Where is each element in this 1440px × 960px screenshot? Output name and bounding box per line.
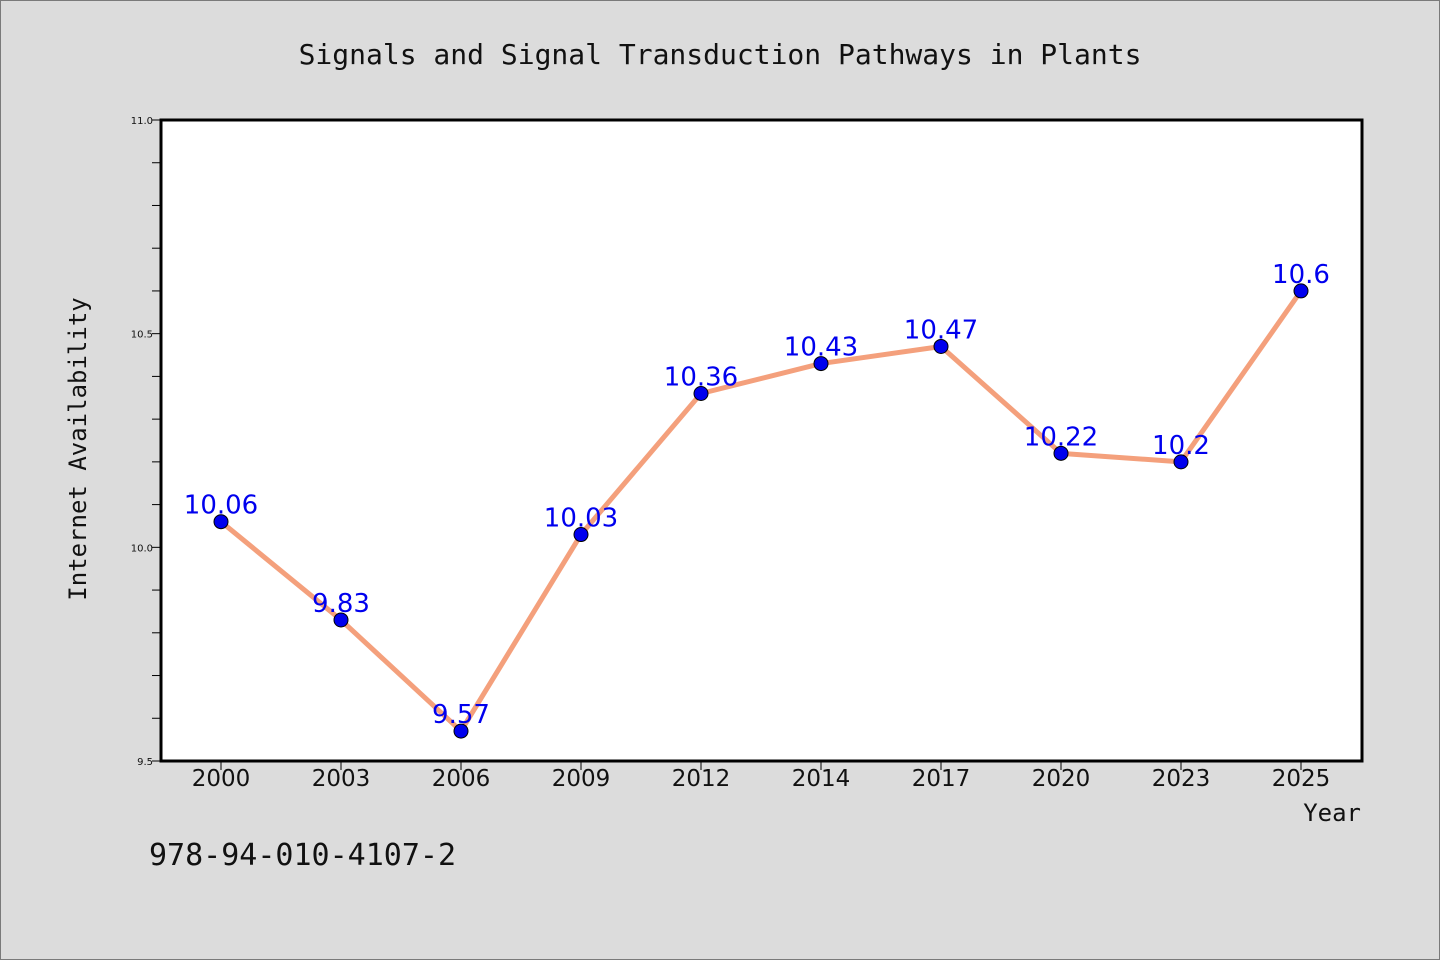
- y-axis-label: Internet Availability: [64, 297, 92, 600]
- x-tick-label: 2009: [552, 766, 611, 792]
- x-tick-label: 2014: [792, 766, 851, 792]
- data-points-group: [213, 283, 1309, 739]
- data-label: 10.6: [1272, 260, 1330, 290]
- x-tick-label: 2000: [192, 766, 251, 792]
- data-label: 10.06: [184, 491, 258, 521]
- x-tick-label: 2020: [1032, 766, 1091, 792]
- data-point: [573, 527, 589, 543]
- chart-title: Signals and Signal Transduction Pathways…: [299, 38, 1142, 71]
- data-point: [1053, 445, 1069, 461]
- data-point: [933, 338, 949, 354]
- data-label: 10.03: [544, 504, 618, 534]
- data-label: 10.36: [664, 362, 738, 392]
- y-tick-label: 9.5: [137, 757, 153, 768]
- data-label: 10.43: [784, 333, 858, 363]
- data-point: [333, 612, 349, 628]
- series-line-group: [218, 288, 1304, 734]
- y-axis: 9.5 10.0 10.5 11.0: [131, 116, 161, 768]
- data-label: 10.2: [1152, 431, 1210, 461]
- data-point: [1293, 283, 1309, 299]
- x-tick-label: 2023: [1152, 766, 1211, 792]
- x-axis-label: Year: [1303, 799, 1361, 827]
- x-tick-label: 2006: [432, 766, 491, 792]
- x-axis: 2000 2003 2006 2009 2012 2014 2017 2020 2023 2025: [192, 761, 1331, 792]
- data-label: 9.83: [312, 589, 370, 619]
- data-point: [693, 385, 709, 401]
- data-label: 10.22: [1024, 422, 1098, 452]
- data-labels-group: 10.06 9.83 9.57 10.03 10.36 10.43 10.47 10.22 10…: [184, 260, 1330, 730]
- x-tick-label: 2017: [912, 766, 971, 792]
- data-point: [213, 514, 229, 530]
- plot-area: [159, 118, 1364, 763]
- data-point: [453, 723, 469, 739]
- y-tick-label: 10.5: [131, 330, 153, 341]
- x-tick-label: 2025: [1272, 766, 1331, 792]
- x-tick-label: 2003: [312, 766, 371, 792]
- data-label: 9.57: [432, 700, 490, 730]
- y-tick-label: 10.0: [131, 543, 153, 554]
- isbn-caption: 978-94-010-4107-2: [149, 838, 456, 873]
- series-line: [218, 288, 1304, 734]
- data-point: [813, 356, 829, 372]
- data-label: 10.47: [904, 315, 978, 345]
- y-tick-label: 11.0: [131, 116, 153, 127]
- data-point: [1173, 454, 1189, 470]
- x-tick-label: 2012: [672, 766, 731, 792]
